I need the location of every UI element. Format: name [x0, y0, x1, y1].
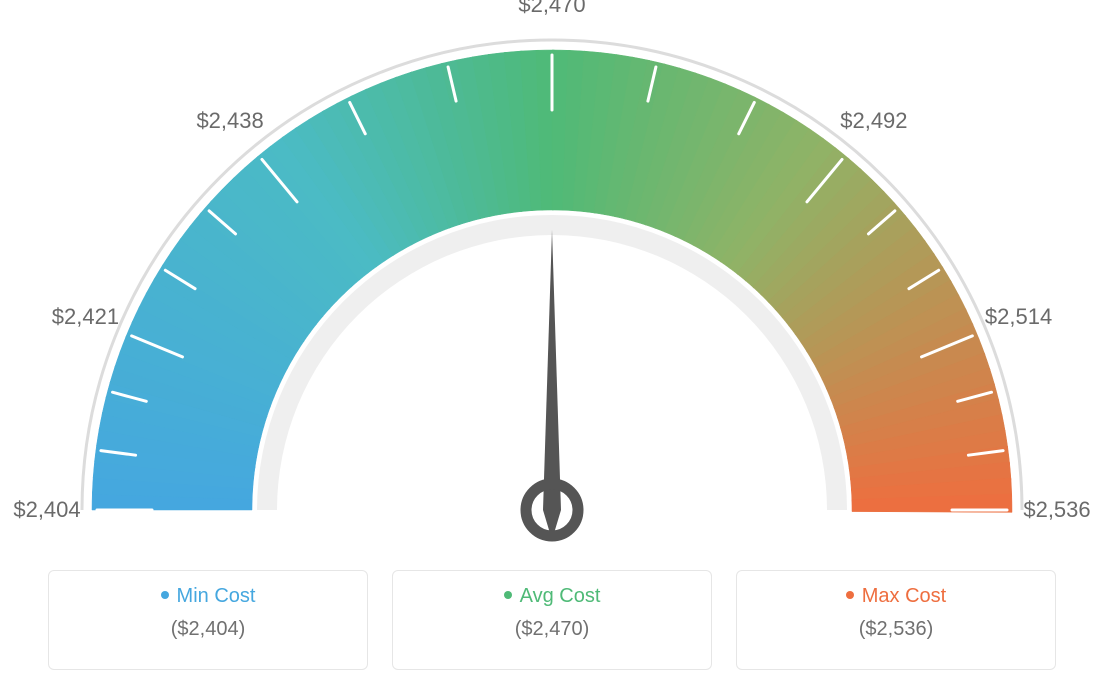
- max-cost-card: Max Cost ($2,536): [736, 570, 1056, 670]
- dot-icon: [504, 591, 512, 599]
- gauge-tick-label: $2,421: [52, 304, 119, 330]
- avg-cost-label: Avg Cost: [520, 585, 601, 607]
- gauge-tick-label: $2,438: [196, 108, 263, 134]
- dot-icon: [846, 591, 854, 599]
- gauge-svg: [0, 0, 1104, 560]
- gauge-tick-label: $2,536: [1023, 497, 1090, 523]
- avg-cost-title: Avg Cost: [411, 585, 693, 608]
- avg-cost-value: ($2,470): [411, 618, 693, 641]
- gauge-tick-label: $2,492: [840, 108, 907, 134]
- max-cost-label: Max Cost: [862, 585, 946, 607]
- max-cost-value: ($2,536): [755, 618, 1037, 641]
- min-cost-value: ($2,404): [67, 618, 349, 641]
- legend-row: Min Cost ($2,404) Avg Cost ($2,470) Max …: [0, 570, 1104, 670]
- avg-cost-card: Avg Cost ($2,470): [392, 570, 712, 670]
- gauge-tick-label: $2,404: [13, 497, 80, 523]
- gauge-tick-label: $2,470: [518, 0, 585, 18]
- dot-icon: [161, 591, 169, 599]
- gauge-tick-label: $2,514: [985, 304, 1052, 330]
- min-cost-title: Min Cost: [67, 585, 349, 608]
- min-cost-card: Min Cost ($2,404): [48, 570, 368, 670]
- min-cost-label: Min Cost: [177, 585, 256, 607]
- gauge-chart: $2,404 $2,421 $2,438 $2,470 $2,492 $2,514 $2,5…: [0, 0, 1104, 560]
- max-cost-title: Max Cost: [755, 585, 1037, 608]
